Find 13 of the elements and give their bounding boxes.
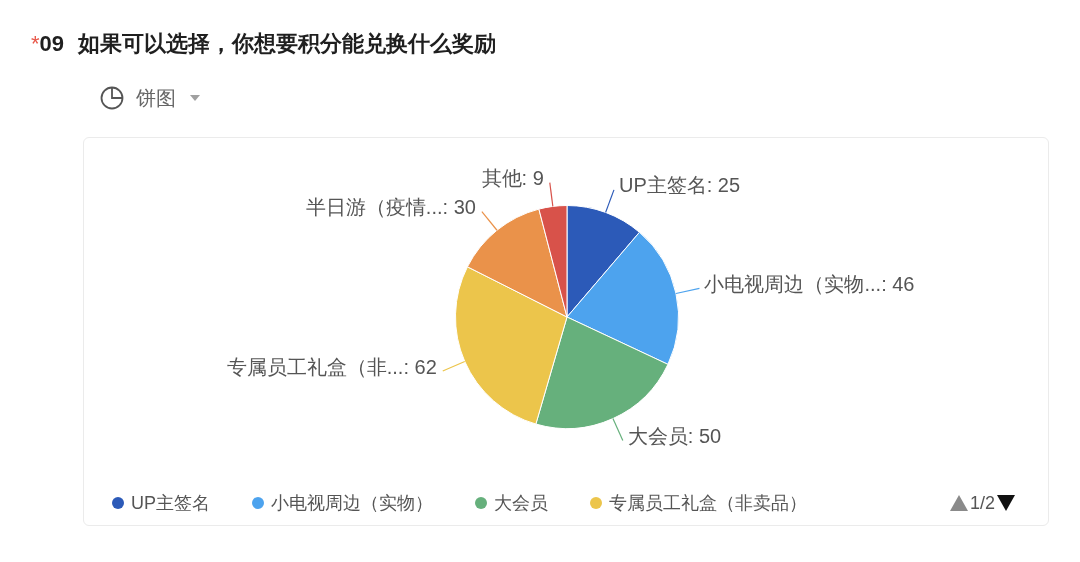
text: 1/2 <box>970 492 996 514</box>
data-label: 其他: 9 <box>481 167 544 190</box>
legend-label: 专属员工礼盒（非卖品） <box>609 492 808 515</box>
chart-subtitle: 饼图 <box>136 85 176 111</box>
data-label: 专属员工礼盒（非...: 62 <box>226 355 437 378</box>
legend-label: 大会员 <box>494 492 549 515</box>
data-label: 小电视周边（实物...: 46 <box>704 272 915 295</box>
legend-label: UP主签名 <box>131 492 211 515</box>
chart-title: *09 如果可以选择，你想要积分能兑换什么奖励 <box>31 30 497 58</box>
data-label: 大会员: 50 <box>627 424 722 447</box>
data-label: 半日游（疫情...: 30 <box>305 196 476 219</box>
legend-label: 小电视周边（实物） <box>271 492 434 515</box>
data-label: UP主签名: 25 <box>618 174 741 197</box>
